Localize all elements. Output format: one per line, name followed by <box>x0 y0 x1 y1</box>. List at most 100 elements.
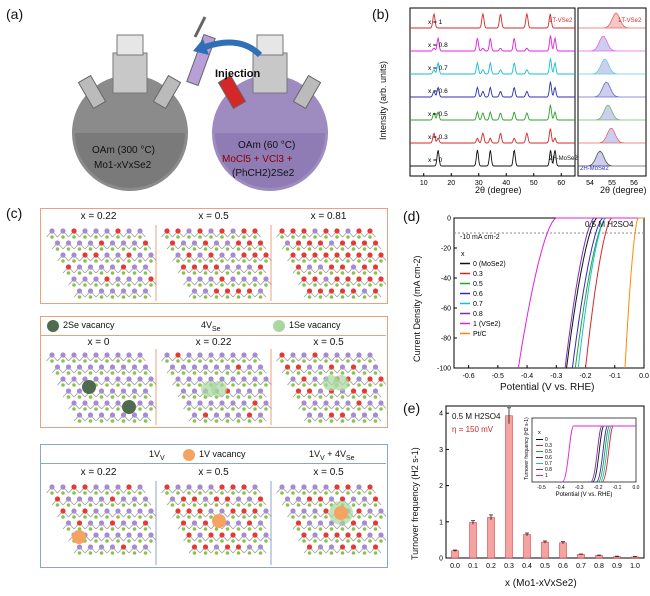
xrd-zoom-peak <box>578 127 646 144</box>
lattice-metal-atom <box>219 508 225 514</box>
lattice-se-atom <box>77 271 82 275</box>
lattice-metal-atom <box>290 252 296 258</box>
lattice-se-atom <box>324 359 328 363</box>
lattice-se-atom <box>99 395 104 399</box>
lattice-se-atom <box>236 503 241 507</box>
lattice-metal-atom <box>301 252 307 258</box>
lattice-metal-atom <box>93 276 99 282</box>
lattice-metal-atom <box>82 252 88 258</box>
lattice-se-atom <box>187 283 191 287</box>
lattice-se-atom <box>192 395 197 399</box>
lattice-metal-atom <box>372 544 379 550</box>
lattice-metal-atom <box>241 352 247 358</box>
lattice-se-atom <box>99 371 104 375</box>
lattice-metal-atom <box>334 252 340 258</box>
lattice-se-atom <box>340 295 345 299</box>
lattice-metal-atom <box>104 400 110 406</box>
lattice-se-atom <box>357 539 361 543</box>
lattice-se-atom <box>192 527 197 531</box>
lattice-metal-atom <box>104 376 110 382</box>
lattice-se-atom <box>307 395 312 399</box>
lattice-se-atom <box>72 283 76 287</box>
lattice-se-atom <box>149 383 153 387</box>
lattice-metal-atom <box>208 276 214 282</box>
lsv-xlabel: Potential (V vs. RHE) <box>500 382 595 393</box>
lsv-chart: -0.6 -0.5 -0.4 -0.3 -0.2 -0.1 0.0 0 -20 -40 -60 -80… <box>437 216 649 381</box>
lsv-ref-label: -10 mA cm-2 <box>460 234 500 241</box>
lattice-se-atom <box>225 247 230 251</box>
lattice-metal-atom <box>246 240 253 246</box>
lattice-metal-atom <box>76 264 83 270</box>
lattice-se-atom <box>220 539 224 543</box>
lattice-metal-atom <box>317 364 324 370</box>
lattice-se-atom <box>329 371 334 375</box>
lattice-metal-atom <box>219 376 225 382</box>
lattice-metal-atom <box>345 400 351 406</box>
lattice-se-atom <box>324 539 328 543</box>
lattice-se-atom <box>264 407 268 411</box>
lattice-se-atom <box>242 359 246 363</box>
lattice-metal-atom <box>186 532 192 538</box>
row1-title-2: x = 0.5 <box>198 211 229 222</box>
lattice-metal-atom <box>263 508 269 514</box>
lattice-se-atom <box>280 235 284 239</box>
xrd-row-label: x = 0 <box>428 157 443 164</box>
lattice-se-atom <box>368 259 372 263</box>
lattice-se-atom <box>83 283 87 287</box>
lattice-se-atom <box>357 515 361 519</box>
lattice-se-atom <box>138 407 142 411</box>
lattice-metal-atom <box>126 252 132 258</box>
lattice-se-atom <box>127 383 131 387</box>
lattice-metal-atom <box>361 544 368 550</box>
lattice-metal-atom <box>164 484 170 490</box>
lattice-se-atom <box>121 503 126 507</box>
lattice-se-atom <box>132 271 137 275</box>
xrd-phase-tag: 1T-VSe2 <box>549 18 573 24</box>
lattice-se-atom <box>236 271 241 275</box>
lsv-legend-label: 0.6 <box>473 291 483 298</box>
panel-e-label: (e) <box>403 400 421 416</box>
lattice-metal-atom <box>76 288 83 294</box>
xrd-pattern <box>410 12 575 29</box>
lsv-xtick-label: -0.5 <box>492 373 504 380</box>
lattice-metal-atom <box>306 288 313 294</box>
lattice-se-atom <box>105 491 109 495</box>
lattice-metal-atom <box>246 388 253 394</box>
lattice-metal-atom <box>65 496 72 502</box>
lsv-legend-label: Pt/C <box>473 331 487 338</box>
lattice-se-atom <box>132 503 137 507</box>
1v-vacancy-marker <box>183 449 195 461</box>
lattice-se-atom <box>373 295 378 299</box>
lattice-se-atom <box>165 491 169 495</box>
inset-curve <box>561 425 636 483</box>
lattice-se-atom <box>220 235 224 239</box>
lattice-se-atom <box>192 551 197 555</box>
lattice-se-atom <box>127 539 131 543</box>
lattice-metal-atom <box>104 508 110 514</box>
lattice-se-atom <box>138 259 142 263</box>
lattice-se-atom <box>61 259 65 263</box>
lattice-se-atom <box>236 527 241 531</box>
lattice-metal-atom <box>131 412 138 418</box>
lattice-metal-atom <box>120 520 127 526</box>
lattice-metal-atom <box>148 376 154 382</box>
lattice-se-atom <box>220 259 224 263</box>
lattice-se-atom <box>55 247 60 251</box>
lattice-metal-atom <box>186 400 192 406</box>
lattice-metal-atom <box>372 496 379 502</box>
lattice-metal-atom <box>137 352 143 358</box>
lattice-se-atom <box>253 383 257 387</box>
lattice-metal-atom <box>131 496 138 502</box>
lattice-metal-atom <box>246 264 253 270</box>
lattice-se-atom <box>340 551 345 555</box>
lattice-metal-atom <box>284 364 291 370</box>
xrd-tick-label: 60 <box>557 180 565 187</box>
lattice-metal-atom <box>224 544 231 550</box>
lattice-metal-atom <box>235 520 242 526</box>
xrd-tick-label: 40 <box>502 180 510 187</box>
lattice-metal-atom <box>306 240 313 246</box>
lattice-metal-atom <box>82 228 88 234</box>
lattice-se-atom <box>187 383 191 387</box>
lattice-metal-atom <box>180 496 187 502</box>
lattice-metal-atom <box>109 264 116 270</box>
